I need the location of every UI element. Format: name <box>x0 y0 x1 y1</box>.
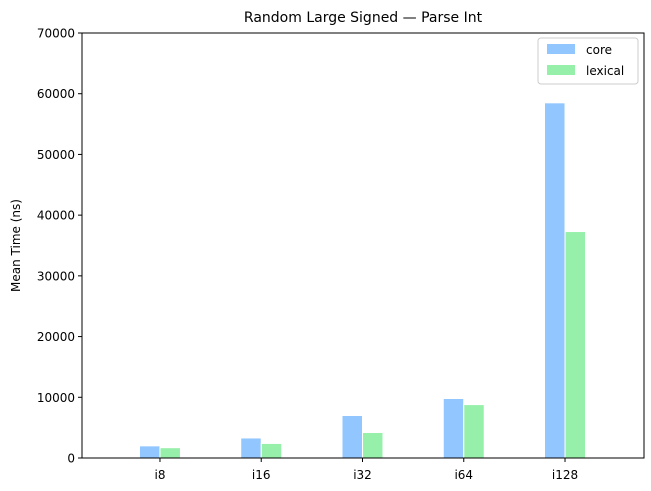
plot-frame <box>81 32 645 459</box>
bar-lexical-i16 <box>260 442 283 459</box>
legend: core lexical <box>537 37 639 85</box>
y-axis-label: Mean Time (ns) <box>9 199 23 292</box>
bar-lexical-i8 <box>159 447 181 459</box>
y-tick-label: 40000 <box>37 209 75 223</box>
x-tick-label: i64 <box>454 468 473 482</box>
bars-layer <box>138 102 587 459</box>
legend-swatch-core <box>547 44 575 54</box>
x-tick-label: i128 <box>552 468 578 482</box>
bar-lexical-i64 <box>463 404 485 459</box>
y-tick-label: 20000 <box>37 330 75 344</box>
legend-label-core: core <box>586 43 612 57</box>
bar-core-i128 <box>544 102 566 459</box>
bar-core-i16 <box>240 437 262 459</box>
y-tick-label: 10000 <box>37 391 75 405</box>
legend-swatch-lexical <box>547 65 575 75</box>
bar-core-i32 <box>341 415 363 459</box>
y-tick-label: 60000 <box>37 87 75 101</box>
bar-lexical-i128 <box>564 231 587 459</box>
y-tick-label: 0 <box>67 452 75 466</box>
y-tick-label: 30000 <box>37 269 75 283</box>
x-tick-label: i16 <box>252 468 271 482</box>
bar-core-i64 <box>442 398 465 459</box>
chart-title: Random Large Signed — Parse Int <box>244 10 483 26</box>
x-axis: i8 i16 i32 i64 i128 <box>154 458 578 482</box>
y-tick-label: 70000 <box>37 27 75 41</box>
bar-core-i8 <box>138 445 161 459</box>
y-axis: 0 10000 20000 30000 40000 50000 60000 70000 <box>37 27 82 466</box>
legend-label-lexical: lexical <box>586 64 624 78</box>
bar-lexical-i32 <box>361 432 384 459</box>
y-tick-label: 50000 <box>37 148 75 162</box>
x-tick-label: i8 <box>154 468 165 482</box>
x-tick-label: i32 <box>353 468 372 482</box>
